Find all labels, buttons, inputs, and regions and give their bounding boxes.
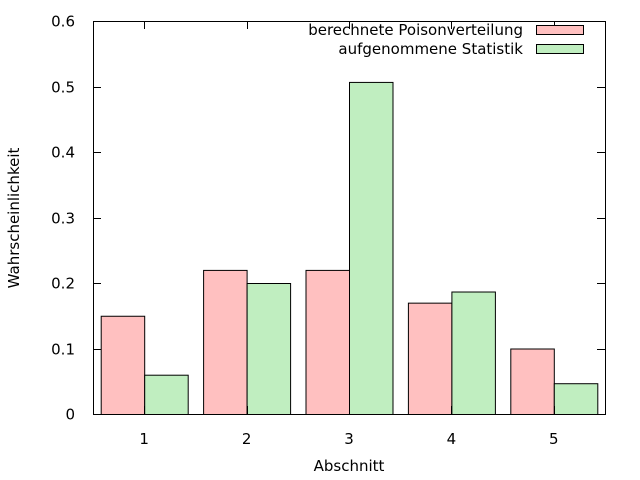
legend-swatch-2 bbox=[536, 44, 584, 54]
y-tick-label: 0.1 bbox=[51, 341, 75, 359]
bar-series-2-cat-2 bbox=[246, 283, 292, 415]
bar-series-2-cat-4 bbox=[451, 291, 496, 416]
bar-series-2-cat-5 bbox=[553, 383, 599, 415]
y-tick-label: 0.5 bbox=[51, 79, 75, 97]
bar-series-1-cat-4 bbox=[407, 302, 453, 415]
x-tick-label: 4 bbox=[447, 430, 457, 448]
bar-series-1-cat-3 bbox=[305, 269, 350, 415]
y-tick-label: 0.3 bbox=[51, 210, 75, 228]
x-axis: 1 2 3 4 5 bbox=[139, 21, 559, 448]
y-tick-label: 0.4 bbox=[51, 144, 75, 162]
y-axis: 0 0.1 0.2 0.3 0.4 0.5 0.6 bbox=[51, 13, 605, 424]
bar-series-2-cat-3 bbox=[349, 81, 394, 415]
y-tick-label: 0.2 bbox=[51, 275, 75, 293]
legend-label-2: aufgenommene Statistik bbox=[338, 40, 523, 58]
y-axis-label: Wahrscheinlichkeit bbox=[5, 148, 23, 289]
y-tick-label: 0 bbox=[65, 406, 75, 424]
legend: berechnete Poisonverteilungaufgenommene … bbox=[308, 21, 584, 58]
bar-series-2-cat-1 bbox=[144, 374, 189, 416]
x-axis-label: Abschnitt bbox=[314, 457, 385, 475]
x-tick-label: 1 bbox=[139, 430, 149, 448]
bars-group bbox=[100, 81, 599, 416]
x-tick-label: 5 bbox=[549, 430, 559, 448]
bar-series-1-cat-1 bbox=[100, 315, 146, 415]
legend-label-1: berechnete Poisonverteilung bbox=[308, 21, 523, 39]
y-tick-label: 0.6 bbox=[51, 13, 75, 31]
x-tick-label: 3 bbox=[344, 430, 354, 448]
bar-series-1-cat-2 bbox=[203, 269, 248, 415]
bar-series-1-cat-5 bbox=[510, 348, 555, 415]
legend-swatch-1 bbox=[536, 25, 584, 35]
x-tick-label: 2 bbox=[242, 430, 252, 448]
